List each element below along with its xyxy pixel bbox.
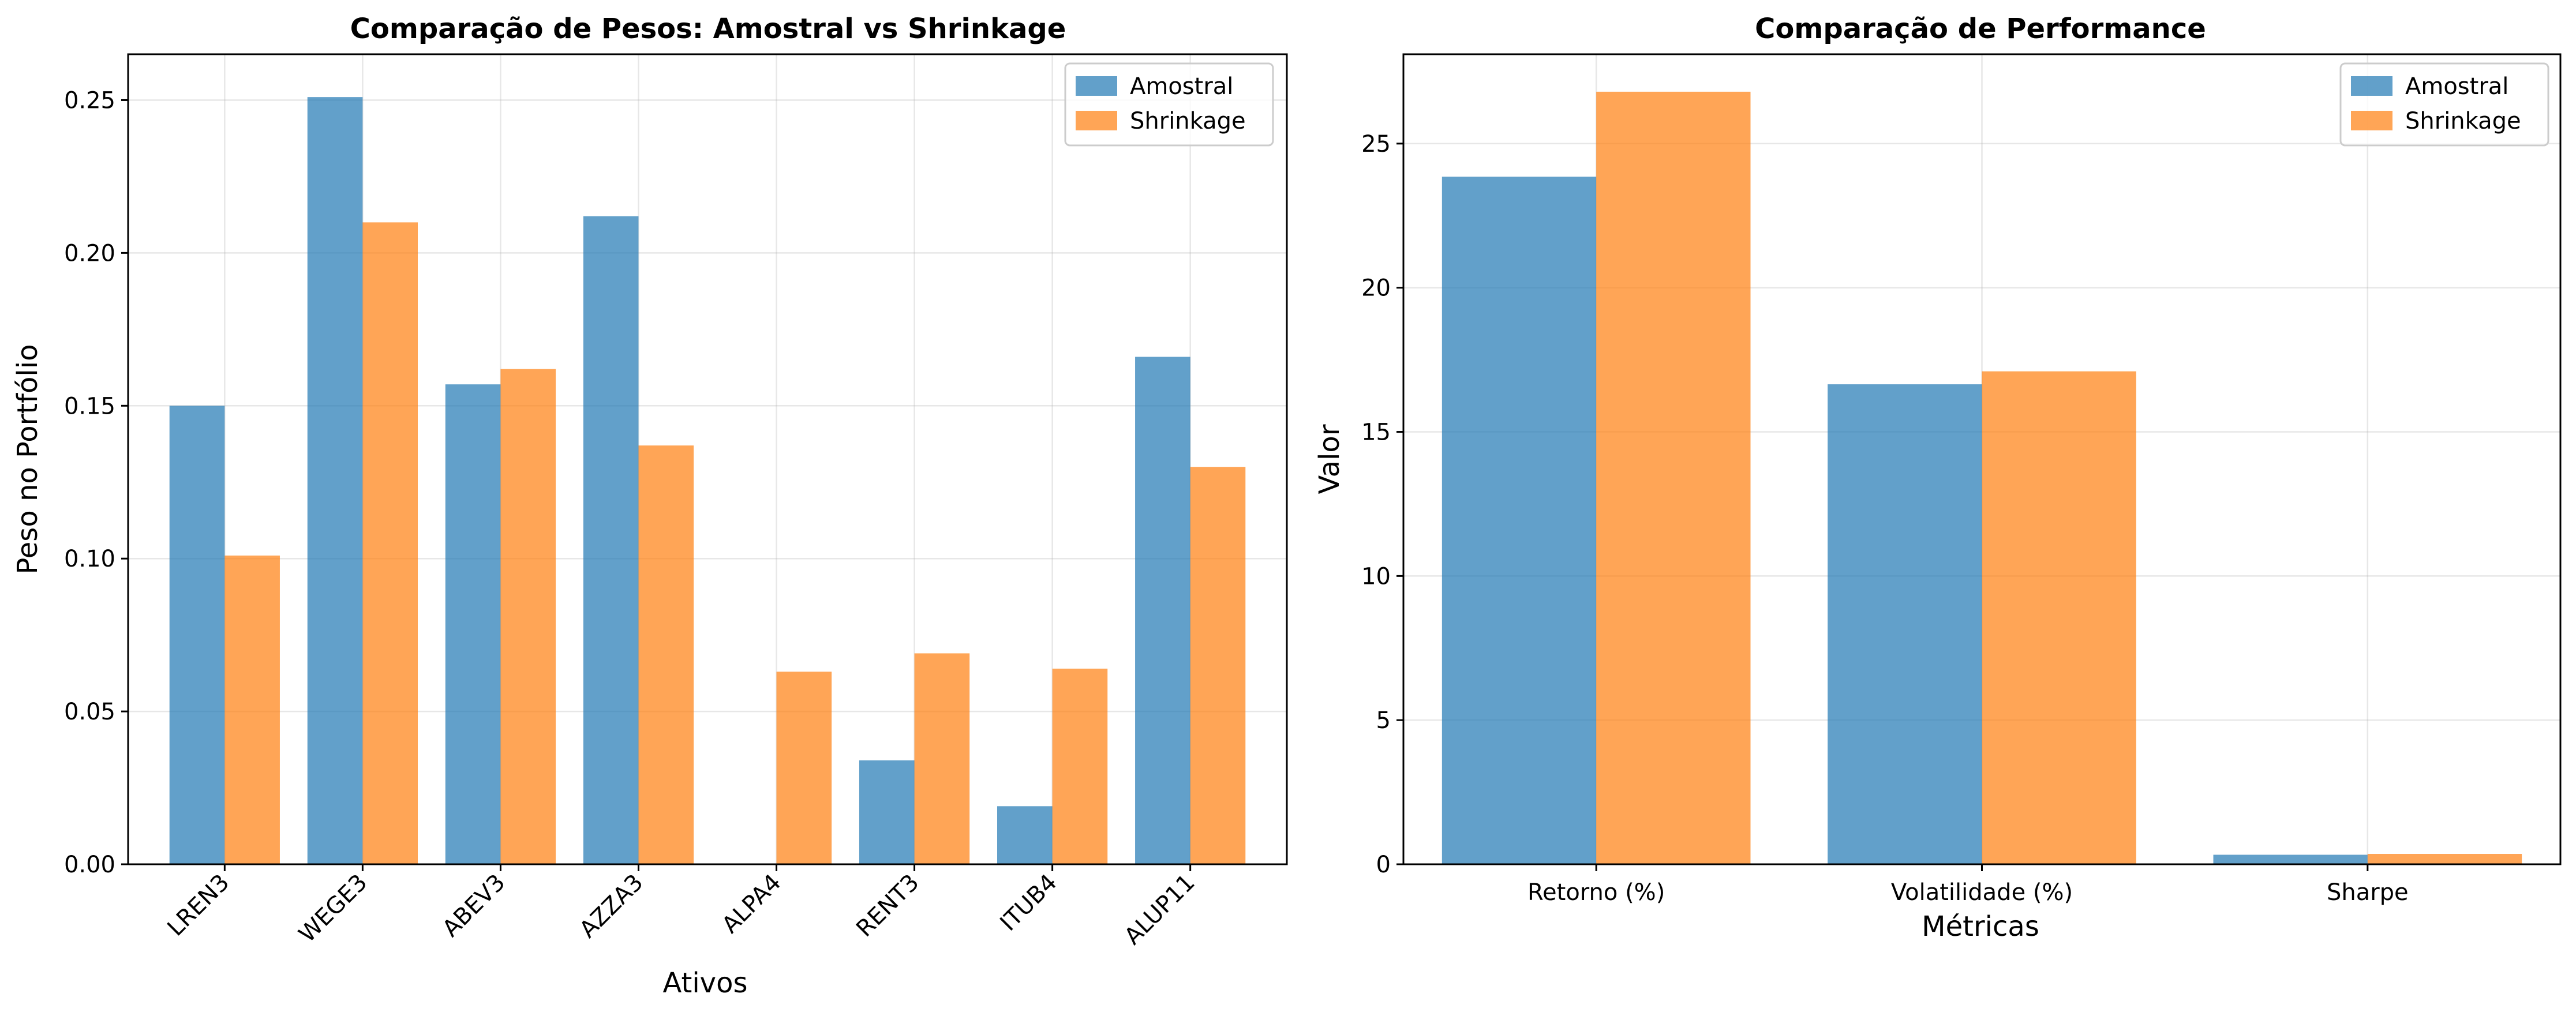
weights-xtick-label: ITUB4 [995,869,1062,936]
performance-xtick-label: Retorno (%) [1527,879,1665,906]
performance-bar-amostral [2213,854,2368,864]
performance-xtick-label: Sharpe [2327,879,2409,906]
weights-bar-amostral [997,806,1053,864]
weights-chart-ylabel: Peso no Portfólio [12,344,44,575]
weights-chart-yticks: 0.00 0.05 0.10 0.15 0.20 0.25 [64,87,128,878]
performance-bar-amostral [1441,177,1597,864]
weights-bar-amostral [307,97,363,864]
weights-xtick-label: LREN3 [162,869,234,942]
performance-bar-amostral [1828,384,1982,864]
weights-legend-label: Amostral [1130,73,1233,100]
performance-chart-legend: Amostral Shrinkage [2339,62,2549,147]
performance-chart-title: Comparação de Performance [1755,13,2206,45]
weights-chart: Comparação de Pesos: Amostral vs Shrinka… [12,13,1288,999]
weights-bar-shrinkage [1052,668,1108,864]
weights-bar-shrinkage [776,672,832,864]
weights-ytick-label: 0.10 [64,546,115,572]
weights-chart-bars [169,97,1246,864]
performance-legend-swatch [2351,76,2392,96]
weights-bar-amostral [1135,357,1190,864]
performance-bar-shrinkage [1982,371,2136,864]
weights-bar-shrinkage [362,222,418,864]
performance-legend-label: Shrinkage [2405,108,2521,134]
weights-bar-shrinkage [638,445,694,864]
performance-xtick-label: Volatilidade (%) [1891,879,2073,906]
weights-bar-shrinkage [1190,467,1246,864]
weights-xtick-label: ABEV3 [437,869,510,942]
weights-bar-shrinkage [224,555,280,864]
weights-xtick-label: WEGE3 [294,869,372,948]
performance-ytick-label: 0 [1376,852,1391,878]
weights-bar-amostral [169,406,225,864]
weights-bar-amostral [859,760,915,864]
weights-xtick-label: ALPA4 [717,869,786,939]
performance-legend-swatch [2351,111,2392,130]
performance-chart-bars [1441,91,2522,864]
weights-xtick-label: ALUP11 [1119,869,1200,950]
weights-legend-swatch [1076,76,1117,96]
performance-ytick-label: 15 [1361,419,1391,446]
weights-chart-xlabel: Ativos [663,967,748,999]
weights-bar-amostral [583,216,639,864]
performance-ytick-label: 10 [1361,563,1391,590]
weights-ytick-label: 0.05 [64,699,115,725]
performance-chart-xlabel: Métricas [1922,910,2039,943]
weights-chart-xticks: LREN3 WEGE3 ABEV3 AZZA3 ALPA4 RENT3 ITUB4 ALUP1… [162,864,1200,950]
weights-xtick-label: AZZA3 [575,869,649,943]
weights-legend-swatch [1076,111,1117,130]
weights-chart-title: Comparação de Pesos: Amostral vs Shrinka… [350,13,1066,45]
weights-bar-shrinkage [500,369,556,864]
performance-chart-ylabel: Valor [1313,424,1346,494]
performance-chart: Comparação de Performance 0 5 10 15 20 25 Ret… [1313,13,2562,943]
weights-chart-grid [128,54,1287,865]
weights-xtick-label: RENT3 [851,869,924,942]
performance-bar-shrinkage [2367,854,2522,864]
performance-chart-xticks: Retorno (%) Volatilidade (%) Sharpe [1527,864,2409,906]
performance-ytick-label: 25 [1361,131,1391,158]
weights-bar-amostral [445,384,501,864]
weights-ytick-label: 0.20 [64,240,115,267]
performance-chart-yticks: 0 5 10 15 20 25 [1361,131,1403,878]
performance-legend-label: Amostral [2405,73,2508,100]
weights-chart-frame [127,53,1288,865]
performance-bar-shrinkage [1596,91,1751,864]
weights-chart-legend: Amostral Shrinkage [1064,62,1274,147]
performance-ytick-label: 5 [1376,707,1391,734]
weights-ytick-label: 0.00 [64,852,115,878]
performance-ytick-label: 20 [1361,275,1391,302]
weights-ytick-label: 0.15 [64,393,115,419]
weights-legend-label: Shrinkage [1130,108,1246,134]
weights-ytick-label: 0.25 [64,87,115,114]
weights-bar-shrinkage [914,653,970,864]
